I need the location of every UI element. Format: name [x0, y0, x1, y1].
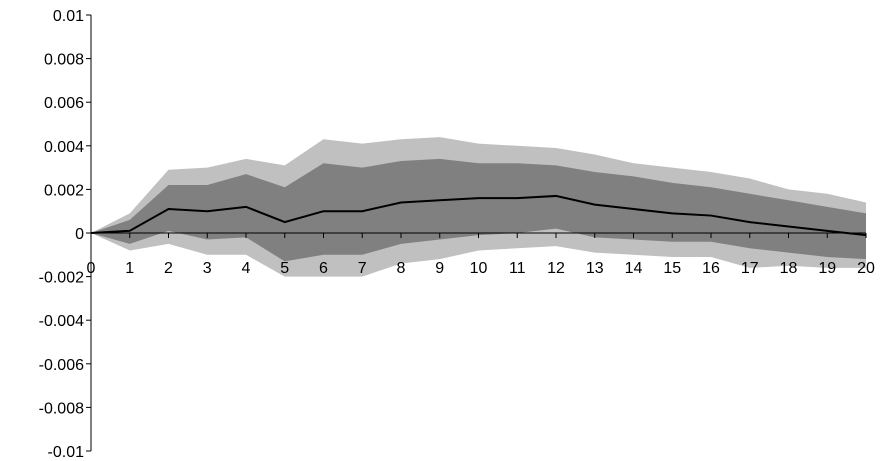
- x-tick-label: 19: [818, 260, 836, 277]
- y-tick-label: -0.006: [39, 357, 84, 374]
- x-tick-label: 16: [702, 260, 720, 277]
- x-tick-label: 9: [435, 260, 444, 277]
- x-tick-label: 15: [663, 260, 681, 277]
- x-tick-label: 10: [470, 260, 488, 277]
- x-tick-label: 14: [625, 260, 643, 277]
- x-tick-label: 20: [857, 260, 875, 277]
- y-tick-label: -0.008: [39, 400, 84, 417]
- x-tick-label: 0: [87, 260, 96, 277]
- y-tick-label: -0.002: [39, 270, 84, 287]
- series-lines: [90, 194, 867, 237]
- x-tick-label: 8: [397, 260, 406, 277]
- x-tick-label: 4: [242, 260, 251, 277]
- axes: [86, 14, 867, 452]
- x-tick-label: 17: [741, 260, 759, 277]
- y-tick-label: -0.01: [48, 444, 85, 461]
- x-tick-label: 5: [280, 260, 289, 277]
- confidence-bands: [91, 137, 866, 277]
- y-tick-label: 0.002: [44, 182, 84, 199]
- y-tick-label: 0.01: [53, 8, 84, 25]
- series-line-0: [90, 194, 867, 237]
- y-tick-label: 0.008: [44, 52, 84, 69]
- x-tick-label: 2: [164, 260, 173, 277]
- x-tick-label: 1: [125, 260, 134, 277]
- x-tick-label: 7: [358, 260, 367, 277]
- x-tick-label: 3: [203, 260, 212, 277]
- x-tick-label: 6: [319, 260, 328, 277]
- x-tick-label: 18: [780, 260, 798, 277]
- y-tick-label: 0.004: [44, 139, 84, 156]
- x-tick-labels: 0 1 2 3 4 5 6 7 8 9 10 11 12 13 14 15 16 17 18 19 20: [87, 260, 875, 277]
- x-tick-label: 13: [586, 260, 604, 277]
- y-tick-labels: 0.01 0.008 0.006 0.004 0.002 0 -0.002 -0.004 -0.…: [39, 8, 84, 461]
- y-tick-label: 0: [75, 226, 84, 243]
- y-tick-label: 0.006: [44, 95, 84, 112]
- x-tick-label: 11: [509, 260, 526, 277]
- x-tick-label: 12: [547, 260, 565, 277]
- y-tick-label: -0.004: [39, 313, 84, 330]
